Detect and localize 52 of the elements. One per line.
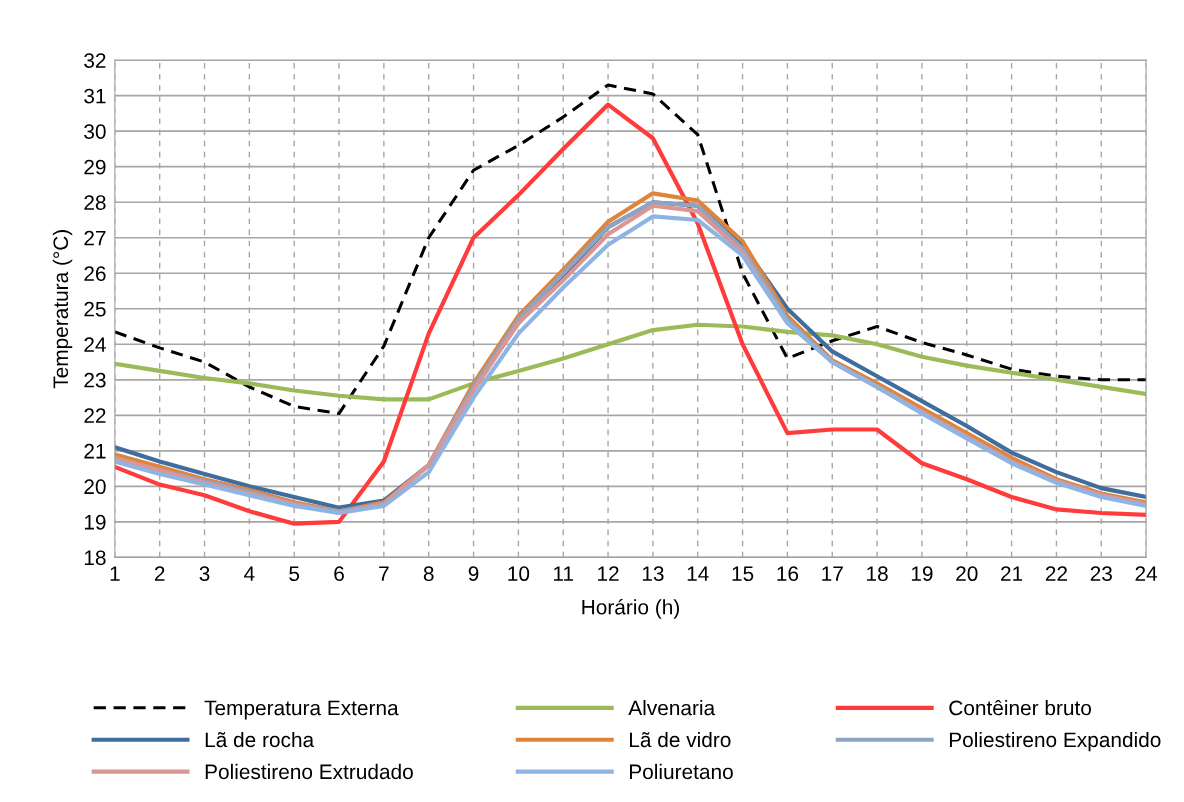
y-tick-label: 29 — [84, 159, 106, 175]
y-axis-title: Temperatura (°C) — [52, 230, 73, 389]
x-tick-label: 22 — [1045, 566, 1067, 581]
x-tick-label: 11 — [554, 566, 574, 581]
x-tick-label: 20 — [956, 566, 978, 582]
x-tick-label: 7 — [379, 566, 389, 581]
x-tick-label: 17 — [822, 566, 843, 581]
legend-label: Contêiner bruto — [949, 699, 1091, 716]
x-tick-label: 4 — [244, 566, 255, 581]
x-tick-label: 8 — [423, 566, 434, 582]
y-tick-label: 26 — [84, 266, 106, 282]
x-tick-label: 23 — [1090, 566, 1112, 582]
x-tick-label: 14 — [687, 566, 709, 581]
x-tick-label: 19 — [911, 566, 933, 582]
x-tick-label: 1 — [110, 566, 120, 581]
legend-label: Poliestireno Expandido — [949, 731, 1161, 752]
legend-label: Alvenaria — [628, 699, 716, 716]
x-tick-label: 24 — [1135, 566, 1158, 581]
y-tick-label: 21 — [84, 443, 106, 459]
line-series — [114, 83, 1147, 416]
y-tick-label: 32 — [84, 53, 106, 68]
x-tick-label: 12 — [598, 566, 619, 581]
legend-label: Lã de vidro — [630, 731, 731, 748]
x-tick-label: 18 — [867, 566, 888, 582]
x-tick-label: 10 — [508, 566, 530, 582]
y-tick-label: 28 — [84, 195, 106, 210]
x-tick-label: 16 — [777, 566, 799, 582]
legend-label: Lã de rocha — [205, 731, 315, 748]
y-tick-label: 31 — [84, 88, 106, 104]
line-series — [114, 102, 1147, 526]
x-tick-label: 2 — [154, 566, 165, 581]
y-tick-label: 23 — [84, 372, 106, 388]
y-tick-label: 20 — [84, 479, 106, 495]
y-tick-label: 27 — [84, 230, 106, 246]
x-tick-label: 5 — [289, 566, 300, 582]
line-series — [114, 322, 1147, 402]
x-tick-label: 3 — [199, 566, 210, 582]
y-tick-label: 19 — [84, 514, 106, 530]
legend-label: Poliestireno Extrudado — [205, 763, 413, 780]
x-tick-label: 13 — [642, 566, 664, 582]
y-tick-label: 18 — [84, 550, 106, 566]
x-axis-title: Horário (h) — [582, 599, 679, 619]
y-tick-label: 25 — [84, 301, 106, 317]
y-tick-label: 30 — [84, 124, 106, 139]
legend-label: Poliuretano — [630, 763, 733, 780]
x-tick-label: 6 — [334, 566, 344, 582]
y-tick-label: 24 — [84, 337, 106, 352]
y-tick-label: 22 — [84, 408, 106, 423]
legend-label: Temperatura Externa — [204, 700, 399, 720]
x-tick-label: 15 — [732, 566, 754, 582]
x-tick-label: 21 — [1001, 566, 1023, 581]
x-tick-label: 9 — [468, 566, 479, 582]
